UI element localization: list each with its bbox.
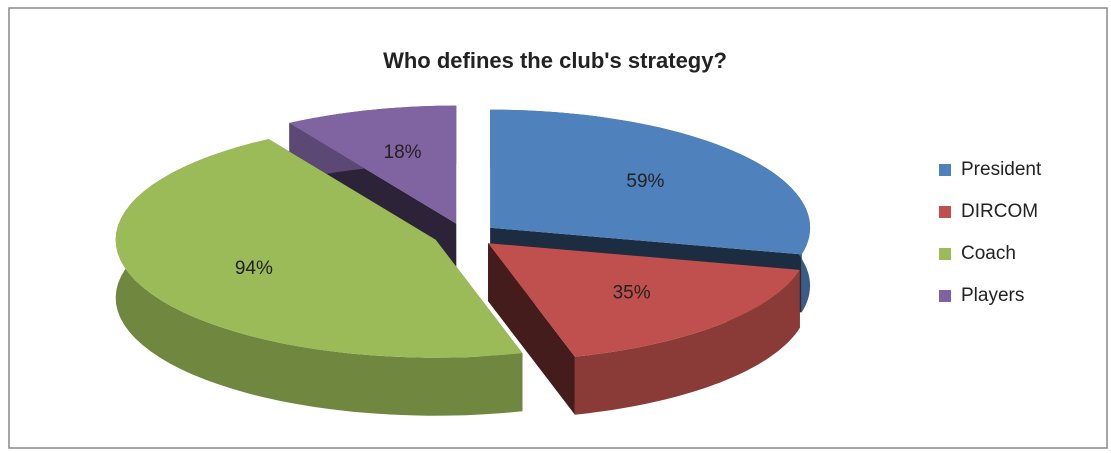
data-label: 94% [235, 258, 273, 279]
slice [488, 243, 800, 357]
chart-title: Who defines the club's strategy? [383, 48, 727, 73]
legend-swatch [939, 290, 951, 302]
slice [490, 109, 811, 255]
slice-cut-face [488, 243, 575, 415]
slice [289, 105, 457, 224]
legend-swatch [939, 248, 951, 260]
slice [115, 139, 523, 358]
data-label: 18% [384, 142, 422, 163]
legend-swatch [939, 206, 951, 218]
data-label: 59% [626, 171, 664, 192]
legend-label: President [961, 159, 1042, 180]
legend-label: Coach [961, 243, 1016, 264]
legend-label: DIRCOM [961, 201, 1038, 222]
slice-side [574, 269, 800, 415]
legend-swatch [939, 164, 951, 176]
legend-label: Players [961, 285, 1024, 306]
data-label: 35% [613, 283, 651, 304]
